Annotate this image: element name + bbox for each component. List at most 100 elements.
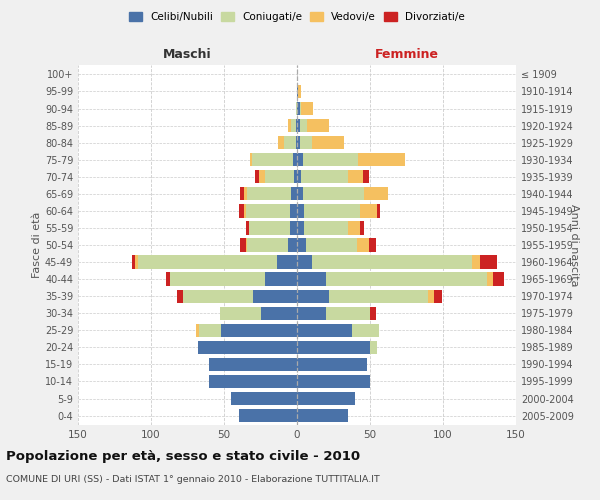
Bar [290, 222, 297, 234]
Bar [297, 204, 304, 218]
Bar [209, 358, 297, 371]
Bar [326, 306, 370, 320]
Bar [166, 272, 170, 286]
Bar [244, 187, 247, 200]
Bar [370, 306, 376, 320]
Bar [284, 136, 296, 149]
Bar [297, 102, 300, 115]
Bar [297, 272, 326, 286]
Bar [240, 238, 246, 252]
Bar [260, 306, 297, 320]
Bar [298, 85, 301, 98]
Bar [209, 375, 297, 388]
Bar [296, 102, 297, 115]
Bar [297, 153, 303, 166]
Bar [348, 170, 363, 183]
Bar [297, 119, 300, 132]
Text: Maschi: Maschi [163, 48, 212, 60]
Bar [352, 324, 379, 337]
Bar [360, 222, 364, 234]
Bar [296, 119, 297, 132]
Bar [239, 409, 297, 422]
Bar [493, 272, 505, 286]
Bar [250, 153, 252, 166]
Bar [297, 256, 311, 268]
Bar [254, 170, 259, 183]
Bar [132, 256, 135, 268]
Text: COMUNE DI URI (SS) - Dati ISTAT 1° gennaio 2010 - Elaborazione TUTTITALIA.IT: COMUNE DI URI (SS) - Dati ISTAT 1° genna… [6, 475, 380, 484]
Bar [303, 187, 364, 200]
Bar [434, 290, 442, 303]
Bar [246, 204, 290, 218]
Bar [246, 238, 247, 252]
Bar [360, 204, 377, 218]
Bar [290, 204, 297, 218]
Bar [278, 136, 284, 149]
Bar [247, 187, 291, 200]
Bar [297, 392, 355, 405]
Bar [138, 256, 277, 268]
Bar [170, 272, 265, 286]
Bar [247, 238, 288, 252]
Bar [297, 238, 306, 252]
Bar [291, 119, 296, 132]
Bar [358, 153, 405, 166]
Bar [479, 256, 497, 268]
Text: Popolazione per età, sesso e stato civile - 2010: Popolazione per età, sesso e stato civil… [6, 450, 360, 463]
Bar [297, 409, 348, 422]
Bar [288, 119, 291, 132]
Bar [183, 290, 253, 303]
Bar [301, 170, 348, 183]
Bar [300, 119, 307, 132]
Bar [301, 102, 313, 115]
Bar [472, 256, 479, 268]
Legend: Celibi/Nubili, Coniugati/e, Vedovi/e, Divorziati/e: Celibi/Nubili, Coniugati/e, Vedovi/e, Di… [125, 8, 469, 26]
Bar [304, 204, 360, 218]
Bar [246, 222, 249, 234]
Bar [357, 238, 368, 252]
Bar [362, 170, 368, 183]
Bar [232, 392, 297, 405]
Bar [300, 136, 311, 149]
Bar [288, 238, 297, 252]
Bar [297, 358, 367, 371]
Bar [259, 170, 265, 183]
Bar [307, 119, 329, 132]
Y-axis label: Fasce di età: Fasce di età [32, 212, 42, 278]
Bar [277, 256, 297, 268]
Bar [297, 340, 370, 354]
Bar [239, 204, 244, 218]
Bar [364, 187, 388, 200]
Bar [297, 170, 301, 183]
Bar [306, 238, 357, 252]
Bar [199, 324, 221, 337]
Bar [329, 290, 428, 303]
Bar [368, 238, 376, 252]
Bar [296, 136, 297, 149]
Bar [304, 222, 348, 234]
Bar [220, 306, 260, 320]
Bar [297, 85, 298, 98]
Bar [487, 272, 493, 286]
Bar [196, 324, 199, 337]
Bar [326, 272, 487, 286]
Bar [221, 324, 297, 337]
Bar [294, 170, 297, 183]
Bar [303, 153, 358, 166]
Bar [428, 290, 434, 303]
Bar [253, 290, 297, 303]
Bar [297, 187, 303, 200]
Bar [348, 222, 360, 234]
Bar [252, 153, 293, 166]
Bar [244, 204, 246, 218]
Text: Femmine: Femmine [374, 48, 439, 60]
Bar [297, 136, 300, 149]
Bar [177, 290, 183, 303]
Bar [311, 136, 344, 149]
Bar [300, 102, 301, 115]
Bar [293, 153, 297, 166]
Bar [377, 204, 380, 218]
Bar [135, 256, 138, 268]
Bar [311, 256, 472, 268]
Bar [291, 187, 297, 200]
